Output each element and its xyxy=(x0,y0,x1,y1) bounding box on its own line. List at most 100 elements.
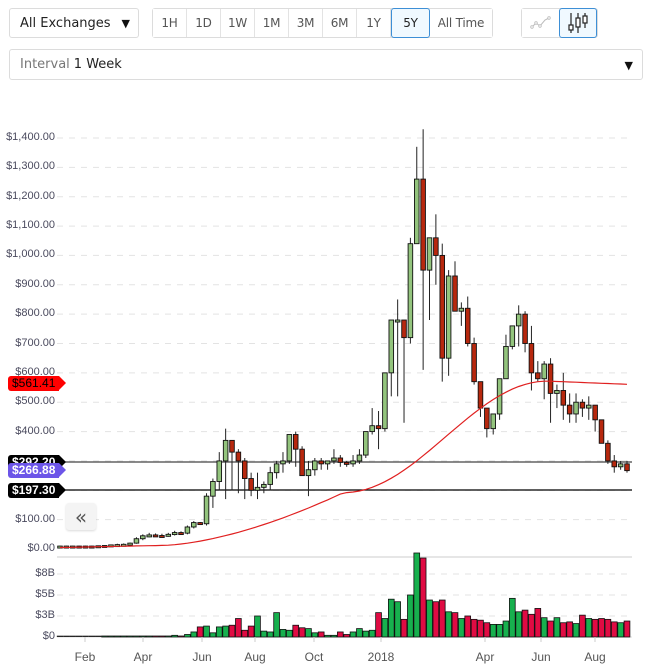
volume-bar xyxy=(286,629,293,638)
candle-body xyxy=(324,460,331,465)
candle-body xyxy=(388,319,395,374)
candle-body xyxy=(210,481,216,497)
price-tag: $266.88 xyxy=(8,462,67,478)
price-axis-label: $1,100.00 xyxy=(6,219,55,232)
volume-bar xyxy=(184,634,191,638)
candle-body xyxy=(337,457,344,463)
time-axis-label: Feb xyxy=(74,650,96,664)
candle-body xyxy=(445,275,452,359)
candle-body xyxy=(254,486,261,491)
volume-bar xyxy=(540,617,548,638)
candle-body xyxy=(133,538,140,544)
volume-bar xyxy=(483,622,491,638)
time-axis-label: Aug xyxy=(244,650,266,664)
candle-body xyxy=(407,243,414,339)
candle-body xyxy=(350,460,356,465)
range-button-1w[interactable]: 1W xyxy=(221,9,255,37)
candle-body xyxy=(165,533,172,537)
price-axis-label: $900.00 xyxy=(15,277,55,290)
volume-bar xyxy=(400,618,408,638)
time-axis-label: Apr xyxy=(475,650,495,664)
candle-body xyxy=(573,401,579,415)
volume-bar xyxy=(171,634,178,638)
volume-bar xyxy=(553,617,561,638)
candle-body xyxy=(617,463,624,468)
volume-bar xyxy=(228,624,236,638)
volume-bar xyxy=(489,624,497,638)
volume-bar xyxy=(579,614,586,638)
time-range-group: 1H 1D 1W 1M 3M 6M 1Y 5Y All Time xyxy=(152,8,493,38)
volume-bar xyxy=(254,615,261,638)
range-button-6m[interactable]: 6M xyxy=(323,9,357,37)
exchange-select-value: All Exchanges xyxy=(20,15,111,31)
candle-body xyxy=(127,542,133,546)
candle-body xyxy=(331,457,337,462)
volume-bar xyxy=(375,612,382,638)
price-tag: $561.41 xyxy=(8,375,67,391)
candle-body xyxy=(343,461,350,465)
volume-bar xyxy=(190,631,198,638)
range-button-1h[interactable]: 1H xyxy=(153,9,187,37)
volume-bar xyxy=(337,631,344,638)
candlestick-chart-button[interactable] xyxy=(559,8,597,38)
candle-body xyxy=(439,254,445,359)
volume-bar xyxy=(560,622,567,638)
exchange-select[interactable]: All Exchanges ▼ xyxy=(9,8,139,38)
volume-bar xyxy=(591,618,599,638)
volume-bar xyxy=(120,635,127,638)
candle-body xyxy=(547,363,554,394)
price-axis-label: $800.00 xyxy=(15,307,55,320)
candle-body xyxy=(554,390,560,394)
volume-bar xyxy=(235,618,242,638)
candle-body xyxy=(178,532,184,536)
volume-bar xyxy=(356,628,363,638)
candle-body xyxy=(586,404,592,409)
volume-bar xyxy=(426,599,433,638)
volume-bar xyxy=(458,618,465,638)
moving-average-line xyxy=(59,380,628,549)
volume-bar xyxy=(273,612,280,638)
candle-body xyxy=(471,343,477,383)
candle-body xyxy=(484,407,490,430)
volume-bar xyxy=(432,601,440,638)
line-chart-button[interactable] xyxy=(522,9,559,37)
candle-body xyxy=(420,178,426,271)
candle-body xyxy=(140,535,146,540)
collapse-button[interactable]: « xyxy=(66,503,96,530)
volume-bar xyxy=(502,620,510,638)
candle-body xyxy=(235,451,242,462)
time-axis-label: 2018 xyxy=(367,650,395,664)
volume-bar xyxy=(394,601,401,638)
candle-body xyxy=(414,178,420,245)
price-axis-label: $0.00 xyxy=(27,542,55,554)
interval-value: 1 Week xyxy=(73,57,122,72)
volume-bar xyxy=(368,629,376,638)
candle-body xyxy=(426,237,433,271)
chart-type-group xyxy=(521,8,598,38)
candle-body xyxy=(216,460,223,482)
volume-bar xyxy=(585,618,593,638)
range-button-5y[interactable]: 5Y xyxy=(391,8,430,38)
candle-body xyxy=(356,454,363,462)
candle-body xyxy=(541,363,547,380)
price-axis-label: $1,200.00 xyxy=(6,189,55,202)
range-button-1y[interactable]: 1Y xyxy=(357,9,391,37)
volume-bar xyxy=(311,632,319,638)
range-button-3m[interactable]: 3M xyxy=(289,9,323,37)
candle-body xyxy=(598,419,605,444)
candle-body xyxy=(299,448,305,477)
volume-bar xyxy=(438,599,446,638)
volume-bar xyxy=(464,615,472,638)
candle-body xyxy=(242,460,248,479)
interval-select[interactable]: Interval 1 Week ▼ xyxy=(9,49,643,80)
volume-bar xyxy=(349,631,357,638)
range-button-1d[interactable]: 1D xyxy=(187,9,221,37)
price-tag: $197.30 xyxy=(8,482,67,498)
volume-bar xyxy=(177,635,185,638)
volume-bar xyxy=(209,632,217,638)
range-button-all-time[interactable]: All Time xyxy=(430,9,492,37)
volume-bar xyxy=(496,624,503,638)
range-button-1m[interactable]: 1M xyxy=(255,9,289,37)
